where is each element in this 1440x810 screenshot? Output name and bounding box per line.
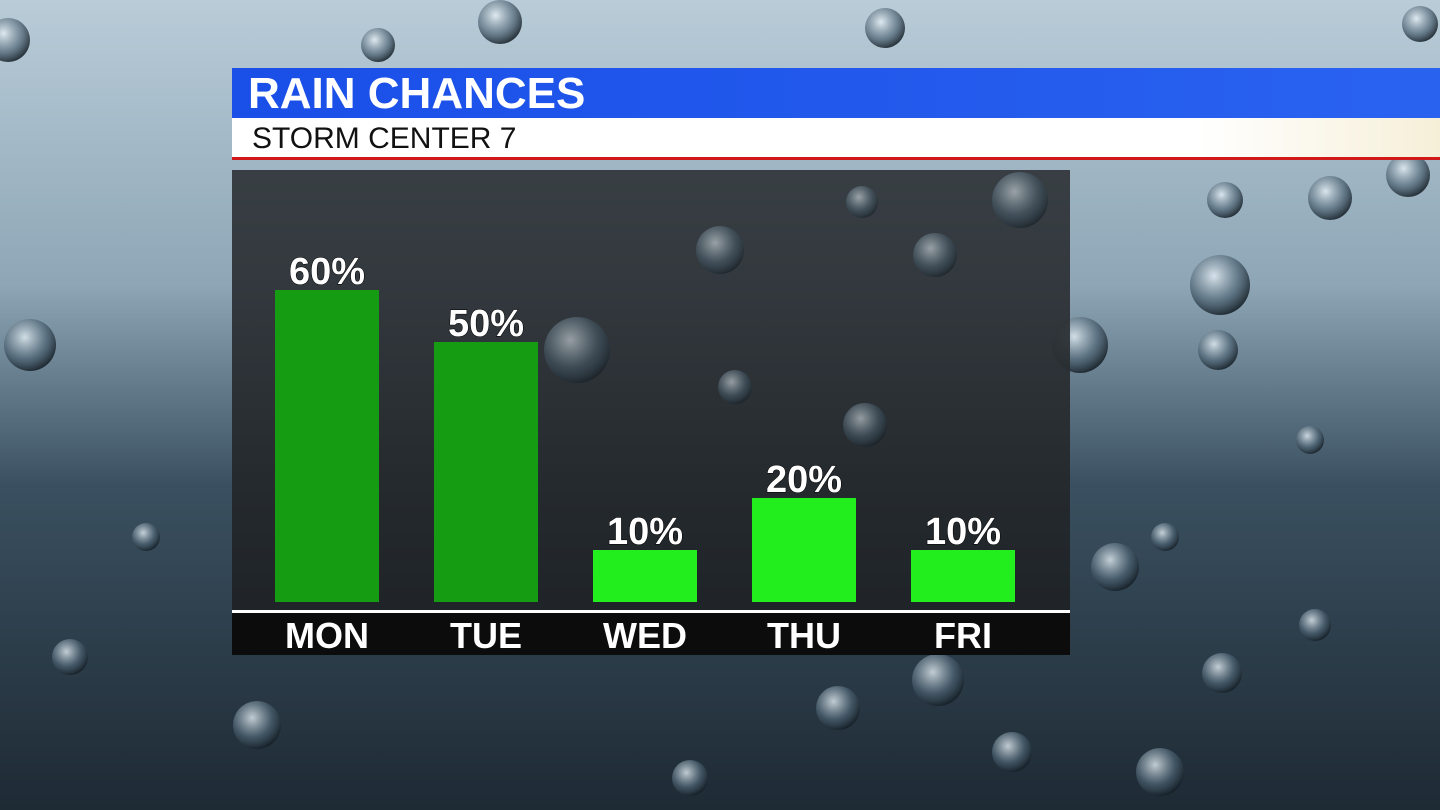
bar <box>434 342 538 602</box>
category-label: THU <box>767 615 841 656</box>
bar <box>593 550 697 602</box>
subtitle-bar <box>232 118 1440 157</box>
chart-subtitle: STORM CENTER 7 <box>252 122 516 155</box>
value-label: 10% <box>607 511 683 553</box>
panel-drops <box>544 172 1048 447</box>
title-bar <box>232 68 1440 118</box>
category-label: FRI <box>934 615 992 656</box>
accent-line <box>232 157 1440 160</box>
value-label: 50% <box>448 303 524 345</box>
bar <box>911 550 1015 602</box>
value-label: 10% <box>925 511 1001 553</box>
category-label: WED <box>603 615 687 656</box>
chart-title: RAIN CHANCES <box>248 69 585 118</box>
bar <box>275 290 379 602</box>
category-label: MON <box>285 615 369 656</box>
baseline <box>232 610 1070 613</box>
value-label: 20% <box>766 459 842 501</box>
bar <box>752 498 856 602</box>
category-band <box>232 613 1070 655</box>
value-label: 60% <box>289 251 365 293</box>
category-label: TUE <box>450 615 522 656</box>
